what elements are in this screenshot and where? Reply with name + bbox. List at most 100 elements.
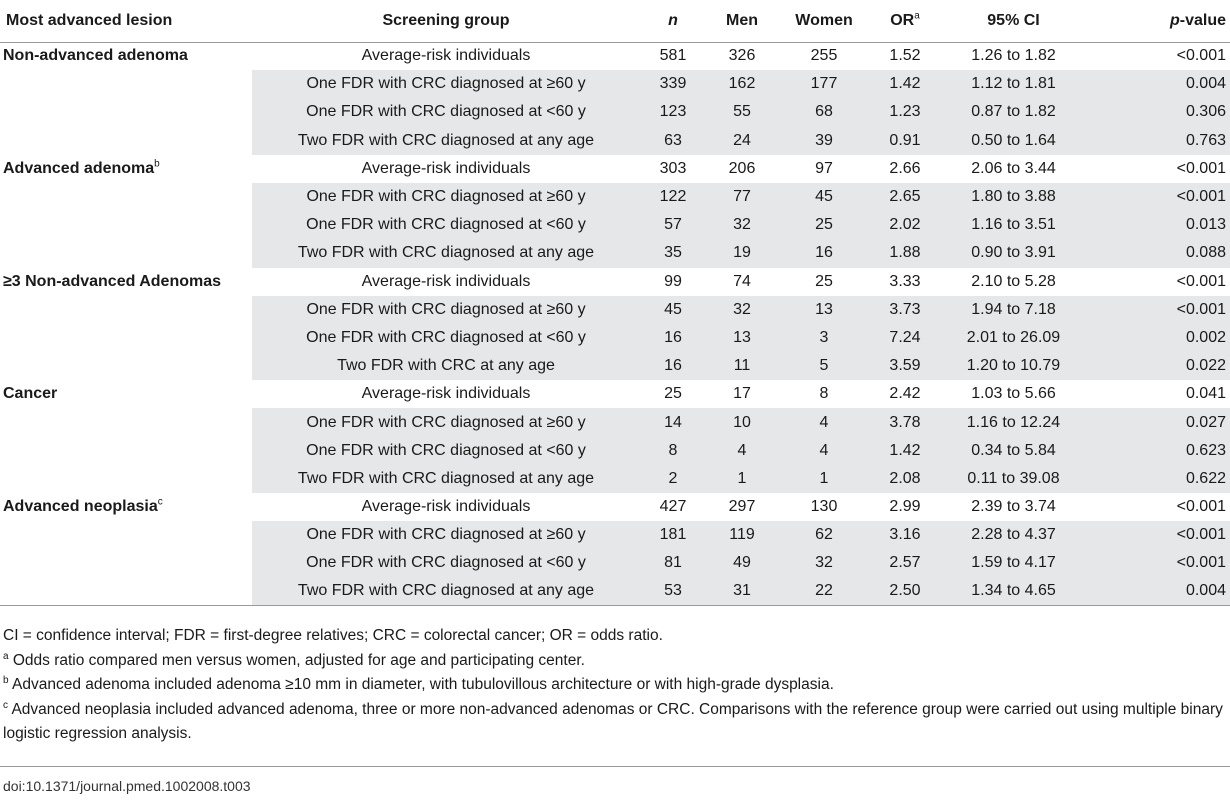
cell-women-text: 255 [810, 47, 838, 65]
cell-or: 3.33 [870, 268, 940, 296]
cell-ci-text: 0.34 to 5.84 [971, 441, 1056, 459]
cell-or-text: 1.52 [889, 47, 921, 65]
cell-screening-group: Average-risk individuals [252, 380, 640, 408]
cell-or-text: 3.16 [889, 526, 921, 544]
cell-or-text: 2.65 [889, 188, 921, 206]
cell-n: 63 [640, 126, 706, 155]
cell-women-text: 32 [815, 554, 833, 572]
cell-p-value: <0.001 [1087, 549, 1230, 578]
cell-p-value-text: 0.763 [1185, 131, 1226, 149]
cell-women: 1 [778, 464, 870, 493]
cell-ci-text: 2.28 to 4.37 [971, 526, 1056, 544]
cell-men-text: 32 [733, 300, 751, 318]
table-row: Two FDR with CRC diagnosed at any age 35 1… [0, 239, 1230, 268]
cell-screening-group: One FDR with CRC diagnosed at ≥60 y [252, 70, 640, 99]
cell-ci: 2.10 to 5.28 [940, 268, 1087, 296]
table-row: One FDR with CRC diagnosed at <60 y 16 13 3… [0, 323, 1230, 353]
cell-ci-text: 1.16 to 3.51 [971, 216, 1056, 234]
cell-men-text: 32 [733, 216, 751, 234]
cell-men: 55 [706, 98, 778, 127]
table-row: One FDR with CRC diagnosed at <60 y 81 49 3… [0, 549, 1230, 578]
cell-women-text: 130 [810, 498, 838, 516]
cell-or-text: 2.66 [889, 159, 921, 177]
cell-screening-group-text: One FDR with CRC diagnosed at ≥60 y [306, 75, 586, 93]
cell-women-text: 25 [815, 216, 833, 234]
table-row: Two FDR with CRC diagnosed at any age 63 2… [0, 126, 1230, 155]
cell-women-text: 97 [815, 159, 833, 177]
cell-ci-text: 0.11 to 39.08 [967, 469, 1060, 487]
cell-screening-group-text: One FDR with CRC diagnosed at ≥60 y [306, 413, 586, 431]
cell-n-text: 2 [668, 469, 678, 487]
cell-ci-text: 1.20 to 10.79 [966, 357, 1061, 375]
cell-men: 32 [706, 295, 778, 324]
table-row: Advanced adenomab Average-risk individual… [0, 154, 1230, 183]
cell-or-text: 2.42 [889, 385, 921, 403]
cell-p-value: <0.001 [1087, 182, 1230, 212]
table-body: Non-advanced adenoma Average-risk individ… [0, 42, 1230, 607]
cell-n-text: 25 [664, 385, 682, 403]
cell-women: 255 [778, 42, 870, 70]
cell-women: 177 [778, 70, 870, 99]
cell-women-text: 62 [815, 526, 833, 544]
cell-ci: 0.90 to 3.91 [940, 239, 1087, 268]
footnote-c-text: Advanced neoplasia included advanced ade… [3, 700, 1223, 743]
cell-ci-text: 0.90 to 3.91 [971, 244, 1056, 262]
cell-women-text: 1 [819, 469, 829, 487]
cell-or: 0.91 [870, 126, 940, 155]
cell-screening-group: Two FDR with CRC diagnosed at any age [252, 577, 640, 607]
cell-screening-group: One FDR with CRC diagnosed at <60 y [252, 323, 640, 353]
cell-women: 62 [778, 521, 870, 550]
cell-n: 16 [640, 323, 706, 353]
cell-lesion [0, 408, 252, 437]
cell-p-value: 0.623 [1087, 436, 1230, 465]
cell-screening-group: Average-risk individuals [252, 268, 640, 296]
header-ci: 95% CI [940, 0, 1087, 43]
cell-screening-group-text: Average-risk individuals [361, 272, 531, 290]
cell-n-text: 81 [664, 554, 682, 572]
cell-or: 1.42 [870, 436, 940, 465]
cell-men: 206 [706, 155, 778, 183]
header-or: ORa [870, 0, 940, 43]
cell-men: 1 [706, 464, 778, 493]
cell-p-value: <0.001 [1087, 521, 1230, 550]
cell-or-text: 1.88 [889, 244, 921, 262]
cell-men-text: 4 [737, 441, 747, 459]
cell-women-text: 5 [819, 357, 829, 375]
doi-link[interactable]: doi:10.1371/journal.pmed.1002008.t003 [3, 778, 251, 794]
cell-n: 427 [640, 493, 706, 521]
cell-p-value-text: <0.001 [1176, 159, 1226, 177]
cell-screening-group: One FDR with CRC diagnosed at ≥60 y [252, 521, 640, 550]
cell-men-text: 31 [733, 582, 751, 600]
cell-screening-group: One FDR with CRC diagnosed at ≥60 y [252, 182, 640, 212]
cell-screening-group: Two FDR with CRC diagnosed at any age [252, 126, 640, 155]
cell-n-text: 181 [659, 526, 687, 544]
cell-lesion [0, 70, 252, 99]
cell-screening-group-text: One FDR with CRC diagnosed at <60 y [306, 328, 586, 346]
cell-p-value: 0.013 [1087, 211, 1230, 240]
cell-men-text: 119 [729, 526, 755, 544]
cell-p-value-text: <0.001 [1176, 498, 1226, 516]
cell-or-text: 1.23 [889, 103, 921, 121]
cell-men-text: 326 [728, 47, 756, 65]
header-n: n [640, 0, 706, 43]
cell-n-text: 16 [664, 357, 682, 375]
cell-ci-text: 2.01 to 26.09 [966, 328, 1061, 346]
cell-ci-text: 1.16 to 12.24 [966, 413, 1061, 431]
cell-or: 1.88 [870, 239, 940, 268]
cell-men: 162 [706, 70, 778, 99]
table-row: One FDR with CRC diagnosed at ≥60 y 181 11… [0, 521, 1230, 550]
cell-men: 119 [706, 521, 778, 550]
cell-men: 77 [706, 182, 778, 212]
cell-n: 25 [640, 380, 706, 408]
cell-men: 49 [706, 549, 778, 578]
cell-or: 3.59 [870, 352, 940, 381]
cell-ci: 2.39 to 3.74 [940, 493, 1087, 521]
cell-men: 13 [706, 323, 778, 353]
cell-men: 297 [706, 493, 778, 521]
cell-women-text: 177 [810, 75, 838, 93]
footnote-a-text: Odds ratio compared men versus women, ad… [8, 651, 585, 669]
cell-lesion [0, 295, 252, 324]
cell-n-text: 339 [659, 75, 687, 93]
cell-n: 16 [640, 352, 706, 381]
cell-p-value: <0.001 [1087, 493, 1230, 521]
